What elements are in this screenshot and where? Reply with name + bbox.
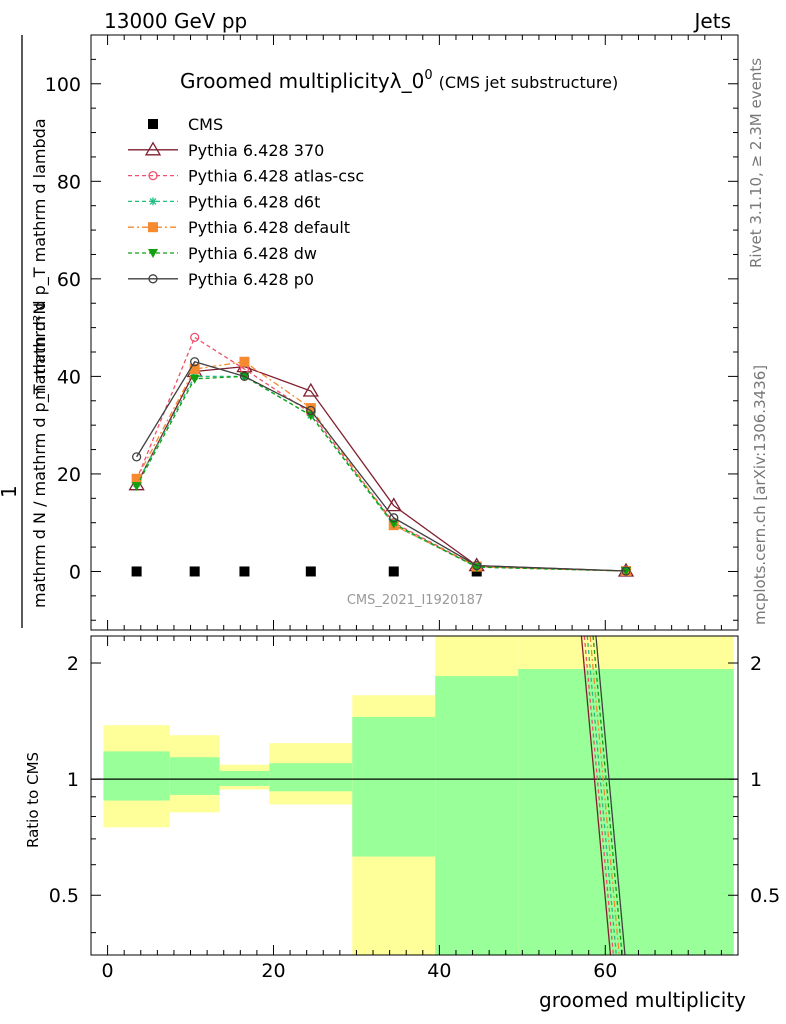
legend-marker-cms — [148, 119, 158, 129]
ylabel-numerator: mathrm d²N — [30, 303, 49, 400]
ratio-frame — [90, 635, 739, 956]
side-text-bottom: mcplots.cern.ch [arXiv:1306.3436] — [751, 365, 769, 625]
main-panel: 0 20 40 60 80 100 CMS Pythia 6.428 370 Pythia 6.… — [0, 34, 739, 646]
series-line-pythia-6-428-370 — [136, 365, 627, 572]
point-pythia-6-428-p0 — [190, 357, 200, 367]
ylabel-numerator-cont: mathrm d N / mathrm d p_T mathrm d p_T m… — [30, 118, 50, 608]
y-tick-label: 60 — [57, 269, 81, 291]
legend-label-pythia-6-428-p0: Pythia 6.428 p0 — [188, 270, 314, 289]
ratio-line-pythia-6-428-370 — [580, 635, 612, 956]
chart-title-main: Groomed multiplicityλ_0 — [180, 69, 424, 93]
point-pythia-6-428-default — [131, 473, 142, 484]
ratio-y-tick-label: 0.5 — [49, 885, 79, 907]
legend-label-pythia-6-428-370: Pythia 6.428 370 — [188, 141, 324, 160]
series-pythia-6-428-dw — [131, 372, 632, 576]
ratio-band-inner-5 — [435, 676, 519, 955]
point-pythia-6-428-default — [305, 403, 316, 414]
x-tick-label: 0 — [102, 960, 114, 982]
series-pythia-6-428-default — [131, 356, 632, 576]
x-tick-label: 60 — [593, 960, 617, 982]
legend-label-pythia-6-428-default: Pythia 6.428 default — [188, 218, 350, 237]
header-left: 13000 GeV pp — [104, 9, 247, 33]
legend-marker-pythia-6-428-atlas-csc — [148, 170, 158, 181]
ratio-y-tick-label: 1 — [67, 769, 79, 791]
point-pythia-6-428-p0 — [621, 566, 631, 576]
ratio-line-pythia-6-428-atlas-csc — [583, 635, 615, 956]
legend-marker-pythia-6-428-d6t — [149, 197, 157, 206]
point-pythia-6-428-p0 — [131, 452, 142, 462]
point-cms — [131, 566, 142, 577]
legend-label-pythia-6-428-d6t: Pythia 6.428 d6t — [188, 192, 320, 211]
point-pythia-6-428-p0 — [389, 513, 399, 523]
legend-marker-pythia-6-428-p0 — [148, 274, 158, 284]
series-line-pythia-6-428-default — [136, 361, 627, 572]
ylabel-one: 1 — [0, 485, 21, 498]
point-pythia-6-428-370 — [302, 382, 319, 397]
point-cms — [388, 566, 399, 577]
header-right: Jets — [693, 9, 731, 33]
y-tick-label: 40 — [57, 366, 81, 388]
x-tick-label: 40 — [427, 960, 451, 982]
series-pythia-6-428-atlas-csc — [131, 332, 631, 576]
ratio-band-inner-6 — [518, 668, 734, 955]
x-tick-label: 20 — [261, 960, 285, 982]
point-pythia-6-428-p0 — [306, 405, 316, 416]
chart-title-sup: 0 — [424, 68, 432, 83]
chart-title: Groomed multiplicityλ_00 (CMS jet substru… — [180, 68, 618, 93]
ratio-band-inner-2 — [219, 770, 270, 786]
series-line-pythia-6-428-p0 — [136, 360, 627, 572]
legend-marker-pythia-6-428-default — [148, 222, 158, 233]
ratio-y-tick-label-right: 1 — [750, 769, 762, 791]
point-pythia-6-428-dw — [388, 519, 399, 529]
main-frame — [90, 34, 739, 631]
ratio-y-tick-label-right: 0.5 — [750, 885, 780, 907]
point-pythia-6-428-dw — [189, 374, 200, 384]
ratio-line-pythia-6-428-d6t — [586, 635, 617, 956]
point-pythia-6-428-default — [189, 364, 200, 375]
series-pythia-6-428-370 — [128, 358, 635, 577]
ratio-band-inner-0 — [103, 751, 170, 801]
ratio-band-inner-1 — [169, 757, 220, 795]
side-text-top: Rivet 3.1.10, ≥ 2.3M events — [747, 58, 765, 268]
legend-label-pythia-6-428-dw: Pythia 6.428 dw — [188, 244, 317, 263]
chart-subtitle: (CMS jet substructure) — [439, 73, 619, 92]
ratio-y-tick-label-right: 2 — [750, 653, 762, 675]
ratio-band-inner-4 — [352, 716, 436, 857]
legend-label-cms: CMS — [188, 115, 223, 134]
ratio-line-pythia-6-428-p0 — [595, 635, 626, 956]
watermark: CMS_2021_I1920187 — [347, 593, 483, 608]
point-cms — [239, 566, 250, 577]
series-line-pythia-6-428-d6t — [136, 375, 627, 572]
point-pythia-6-428-p0 — [472, 560, 482, 571]
ratio-line-pythia-6-428-dw — [592, 635, 623, 956]
ratio-panel: 0 20 40 60 0.5 0.5 1 1 2 2 Ratio to CMS groomed mul… — [24, 635, 780, 1012]
point-cms — [305, 566, 316, 577]
y-tick-label: 20 — [57, 464, 81, 486]
legend-marker-pythia-6-428-dw — [148, 249, 158, 258]
ratio-line-pythia-6-428-default — [589, 635, 620, 956]
point-pythia-6-428-dw — [621, 566, 632, 576]
x-axis-label: groomed multiplicity — [539, 988, 746, 1012]
point-cms — [189, 566, 200, 577]
point-pythia-6-428-default — [239, 356, 250, 367]
y-tick-label: 100 — [45, 74, 81, 96]
series-pythia-6-428-p0 — [131, 357, 631, 576]
legend: CMS Pythia 6.428 370 Pythia 6.428 atlas-cs… — [128, 115, 364, 289]
ratio-y-tick-label: 2 — [67, 653, 79, 675]
point-pythia-6-428-dw — [131, 482, 142, 492]
y-tick-label: 0 — [69, 561, 81, 583]
point-pythia-6-428-p0 — [239, 371, 250, 382]
point-pythia-6-428-370 — [385, 497, 402, 512]
series-line-pythia-6-428-dw — [136, 375, 627, 572]
series-pythia-6-428-d6t — [132, 372, 631, 575]
ratio-band-inner-3 — [269, 763, 353, 792]
y-tick-label: 80 — [57, 171, 81, 193]
ratio-ylabel: Ratio to CMS — [24, 752, 42, 848]
point-pythia-6-428-atlas-csc — [190, 332, 200, 343]
legend-marker-pythia-6-428-370 — [144, 141, 162, 156]
series-line-pythia-6-428-atlas-csc — [136, 336, 627, 572]
legend-label-pythia-6-428-atlas-csc: Pythia 6.428 atlas-csc — [188, 167, 364, 186]
